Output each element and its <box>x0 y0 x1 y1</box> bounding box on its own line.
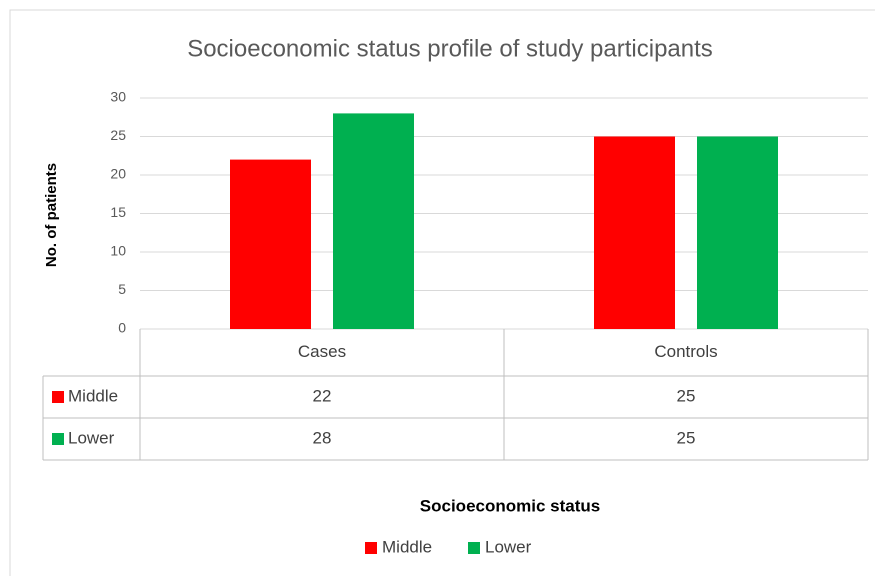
x-tick-label: Cases <box>298 342 346 361</box>
table-value: 28 <box>313 428 332 447</box>
y-tick-label: 25 <box>110 127 126 143</box>
y-tick-label: 20 <box>110 166 126 182</box>
table-series-name: Lower <box>68 428 115 447</box>
table-value: 25 <box>677 428 696 447</box>
y-tick-label: 10 <box>110 243 126 259</box>
chart-border <box>9 9 875 576</box>
bar <box>697 136 778 329</box>
table-value: 25 <box>677 386 696 405</box>
bar <box>230 159 311 329</box>
table-legend-key <box>52 433 64 445</box>
table-value: 22 <box>313 386 332 405</box>
chart-title: Socioeconomic status profile of study pa… <box>187 35 713 62</box>
y-axis-label: No. of patients <box>43 163 60 267</box>
y-tick-label: 0 <box>118 320 126 336</box>
x-tick-label: Controls <box>654 342 717 361</box>
bar <box>594 136 675 329</box>
y-tick-label: 5 <box>118 281 126 297</box>
y-tick-label: 30 <box>110 89 126 105</box>
table-legend-key <box>52 391 64 403</box>
y-tick-label: 15 <box>110 204 126 220</box>
table-series-name: Middle <box>68 386 118 405</box>
legend-key <box>468 542 480 554</box>
bar <box>333 113 414 330</box>
legend-key <box>365 542 377 554</box>
x-axis-label: Socioeconomic status <box>420 496 600 515</box>
legend-label: Middle <box>382 537 432 556</box>
legend-label: Lower <box>485 537 532 556</box>
